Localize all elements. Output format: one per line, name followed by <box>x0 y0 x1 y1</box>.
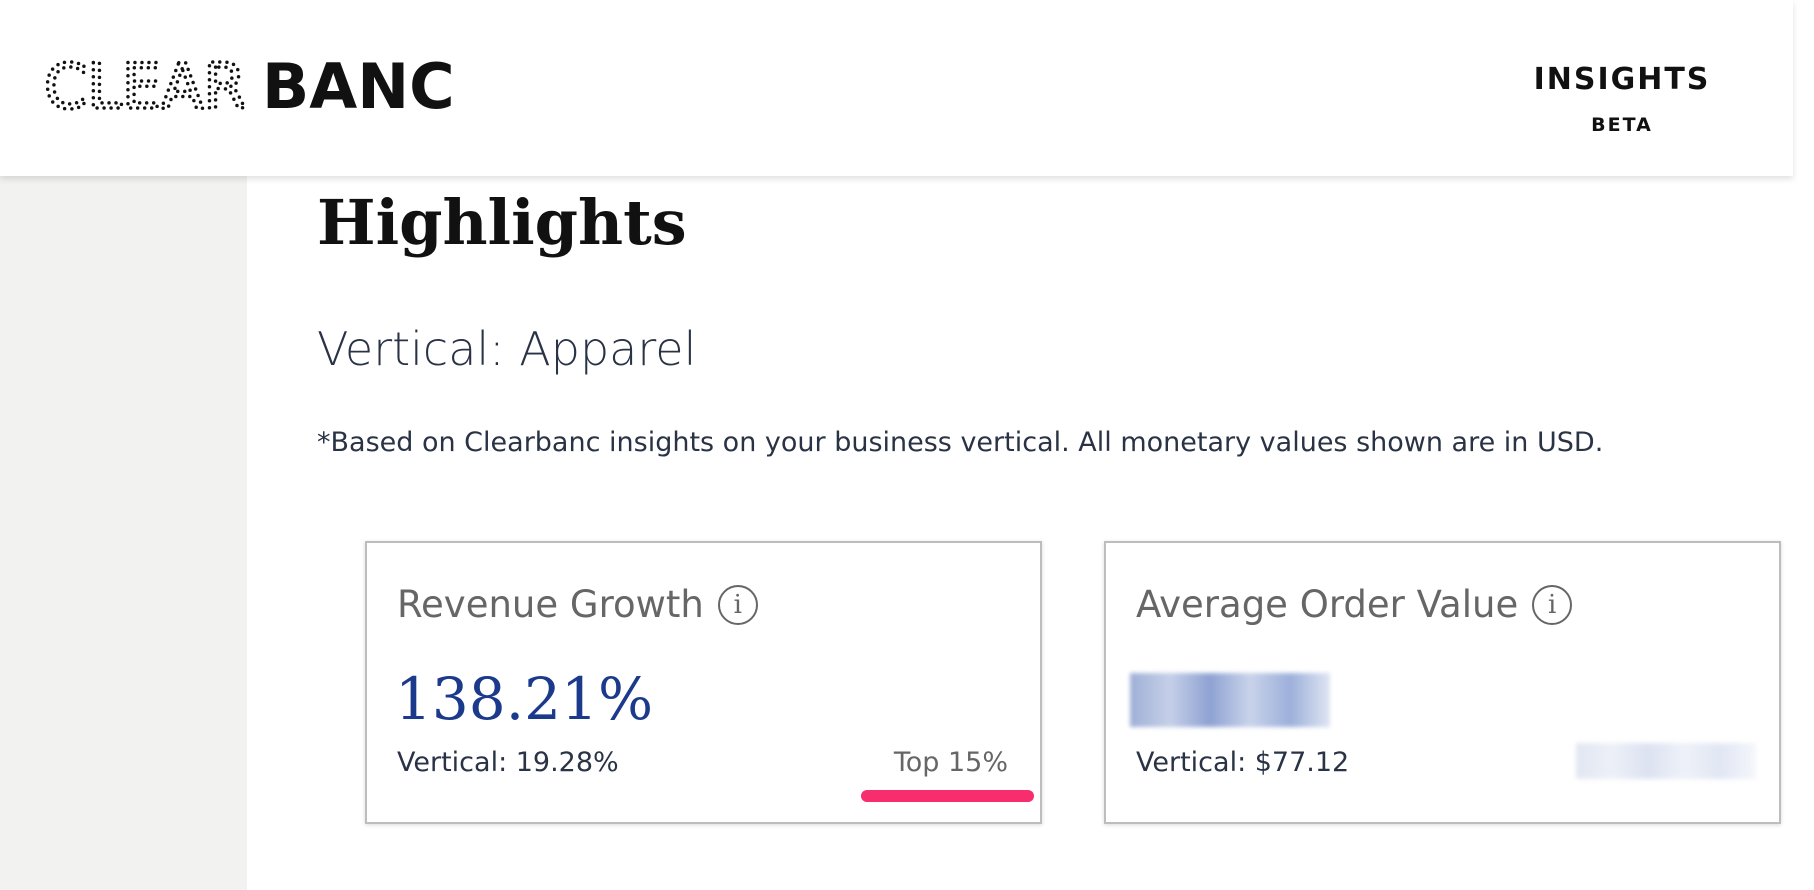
nav-badge: BETA <box>1591 114 1653 136</box>
note: *Based on Clearbanc insights on your bus… <box>317 427 1604 458</box>
blurred-value <box>1130 673 1330 727</box>
card-title: Average Order Value <box>1136 583 1519 626</box>
subtitle: Vertical: Apparel <box>317 322 697 376</box>
nav-insights[interactable]: INSIGHTS <box>1533 62 1711 97</box>
page-title: Highlights <box>317 186 687 259</box>
card-vertical: Vertical: $77.12 <box>1136 747 1350 778</box>
blurred-rank <box>1576 743 1756 779</box>
card-vertical: Vertical: 19.28% <box>397 747 619 778</box>
underline <box>861 790 1034 802</box>
header: CLEAR BANC INSIGHTS BETA <box>0 0 1793 176</box>
logo[interactable]: CLEAR BANC <box>40 50 460 120</box>
card-title-row: Revenue Growth i <box>397 583 758 626</box>
card-value: 138.21% <box>395 665 654 733</box>
logo-bold: BANC <box>262 50 455 120</box>
logo-light: CLEAR <box>44 50 247 120</box>
card-title-row: Average Order Value i <box>1136 583 1573 626</box>
info-icon[interactable]: i <box>1532 584 1573 625</box>
info-icon[interactable]: i <box>717 584 758 625</box>
card-title: Revenue Growth <box>397 583 704 626</box>
sidebar <box>0 176 247 890</box>
card: Revenue Growth i 138.21% Vertical: 19.28%… <box>365 541 1042 824</box>
card: Average Order Value i Vertical: $77.12 <box>1104 541 1781 824</box>
card-rank: Top 15% <box>893 747 1008 778</box>
